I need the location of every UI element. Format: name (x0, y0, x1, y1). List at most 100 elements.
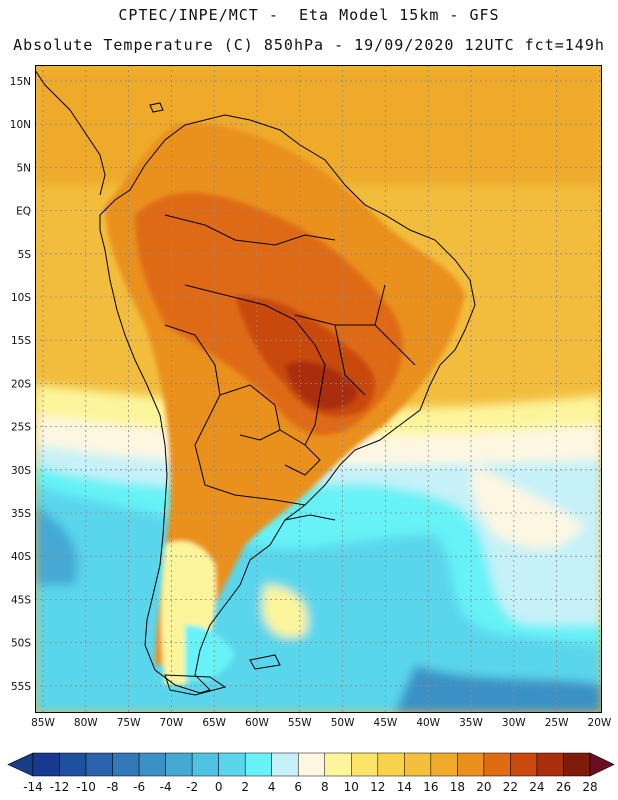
central-america (35, 69, 106, 196)
colorbar-swatch (191, 752, 219, 777)
border-bolivia (219, 384, 281, 441)
lon-label: 50W (331, 717, 355, 729)
border-uruguay (284, 514, 336, 521)
colorbar-label: 8 (321, 780, 329, 794)
colorbar-label: -4 (160, 780, 172, 794)
colorbar-swatch (377, 752, 405, 777)
chart-subtitle: Absolute Temperature (C) 850hPa - 19/09/… (13, 36, 605, 54)
lat-label: 15N (10, 76, 31, 88)
colorbar-low-arrow (7, 752, 34, 777)
colorbar-swatch (324, 752, 352, 777)
colorbar-label: -10 (76, 780, 96, 794)
colorbar-label: 14 (397, 780, 412, 794)
colorbar-swatch (138, 752, 166, 777)
colorbar-swatch (85, 752, 113, 777)
colorbar-swatch (244, 752, 272, 777)
lon-label: 45W (374, 717, 398, 729)
lat-label: 25S (11, 422, 31, 434)
colorbar-label: 6 (294, 780, 302, 794)
border-brazil-states (294, 284, 416, 396)
tierra-del-fuego (164, 674, 227, 696)
lat-label: 10S (11, 292, 31, 304)
colorbar-swatch (218, 752, 246, 777)
colorbar-label: -12 (50, 780, 70, 794)
field-deep-south-blue (395, 665, 602, 713)
lat-label: 20S (11, 378, 31, 390)
border-paraguay (279, 429, 321, 476)
longitude-axis: 85W 80W 75W 70W 65W 60W 55W 50W 45W 40W 35W 30W 25W 2… (31, 717, 612, 729)
colorbar-label: 18 (450, 780, 465, 794)
colorbar-swatch (112, 752, 140, 777)
colorbar-swatch (483, 752, 511, 777)
lon-label: 80W (74, 717, 98, 729)
field-cold-southwest (35, 505, 78, 585)
colorbar: -14 -12 -10 -8 -6 -4 -2 0 2 4 6 8 10 12 14 16 18 20 22 24 26… (7, 752, 615, 794)
colorbar-label: 4 (268, 780, 276, 794)
lon-label: 20W (588, 717, 612, 729)
lon-label: 60W (245, 717, 269, 729)
lat-label: 30S (11, 465, 31, 477)
map-frame (35, 65, 602, 713)
land-cooler-patagonia (185, 625, 235, 682)
colorbar-swatch (351, 752, 379, 777)
colorbar-swatch (297, 752, 326, 777)
border-brazil-west (184, 284, 326, 446)
colorbar-swatch (32, 752, 60, 777)
colorbar-label: 2 (241, 780, 249, 794)
lat-label: 5N (16, 162, 31, 174)
caribbean-island (149, 102, 164, 113)
field-north-warm (35, 65, 602, 185)
colorbar-swatch (536, 752, 564, 777)
colorbar-label: 26 (556, 780, 571, 794)
coastlines-and-borders (35, 69, 476, 696)
lat-label: 35S (11, 508, 31, 520)
border-north (164, 214, 336, 246)
lat-label: EQ (16, 206, 31, 218)
colorbar-label: 10 (344, 780, 359, 794)
lon-label: 30W (502, 717, 526, 729)
lon-label: 75W (117, 717, 141, 729)
colorbar-label: 24 (529, 780, 544, 794)
colorbar-label: 22 (503, 780, 518, 794)
colorbar-swatch (430, 752, 458, 777)
temperature-map (35, 65, 602, 713)
colorbar-swatch (563, 752, 591, 777)
colorbar-label: -2 (186, 780, 198, 794)
lon-label: 65W (202, 717, 226, 729)
field-cream-tongue (471, 465, 585, 549)
colorbar-label: -14 (23, 780, 43, 794)
lat-label: 10N (10, 119, 31, 131)
colorbar-label: 0 (215, 780, 223, 794)
border-argentina (194, 444, 306, 506)
south-america-coastline (99, 114, 476, 694)
colorbar-swatch (510, 752, 538, 777)
lat-label: 40S (11, 551, 31, 563)
colorbar-high-arrow (589, 752, 615, 777)
lon-label: 55W (288, 717, 312, 729)
colorbar-swatch (271, 752, 299, 777)
colorbar-label: 20 (476, 780, 491, 794)
lon-label: 35W (459, 717, 483, 729)
lat-label: 55S (11, 681, 31, 693)
lat-label: 15S (11, 335, 31, 347)
lat-label: 45S (11, 594, 31, 606)
colorbar-label: -8 (107, 780, 119, 794)
colorbar-label: -6 (133, 780, 145, 794)
colorbar-swatch (165, 752, 193, 777)
lon-label: 85W (31, 717, 55, 729)
colorbar-swatch (59, 752, 87, 777)
colorbar-label: 12 (370, 780, 385, 794)
lon-label: 25W (545, 717, 569, 729)
border-andes (164, 324, 221, 446)
lon-label: 40W (416, 717, 440, 729)
colorbar-label: 16 (423, 780, 438, 794)
colorbar-label: 28 (582, 780, 597, 794)
lon-label: 70W (160, 717, 184, 729)
falklands (249, 654, 281, 670)
field-cream-tongue-2 (262, 585, 308, 638)
lat-label: 5S (18, 249, 32, 261)
latitude-axis: 15N 10N 5N EQ 5S 10S 15S 20S 25S 30S 35S 40S 45S 50S 5… (10, 76, 32, 693)
colorbar-swatch (457, 752, 485, 777)
lat-lon-grid (35, 65, 602, 713)
lat-label: 50S (11, 638, 31, 650)
